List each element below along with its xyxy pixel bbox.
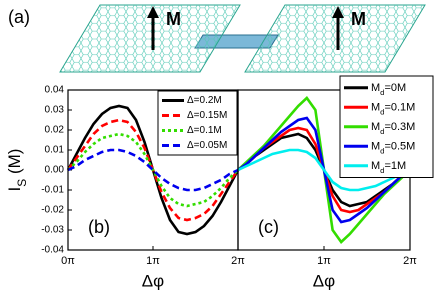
legend-label: Δ=0.05M (187, 140, 227, 151)
ferromagnet-left (59, 4, 241, 73)
x-tick-label: 2π (231, 255, 245, 267)
legend-label: Md=0.1M (371, 101, 415, 116)
chart-panel: 0.04 0.03 0.02 0.01 0.00 -0.01 -0.02 -0.03 -0.04… (5, 85, 245, 291)
magnet-label: M (166, 9, 181, 29)
data-line (67, 148, 239, 192)
panel-label: (c) (258, 217, 279, 237)
y-axis-label: IS (M) (5, 149, 29, 192)
x-tick-label: 2π (403, 255, 417, 267)
y-tick-label: 0.00 (45, 165, 65, 176)
diagram: (a) M M (8, 4, 426, 73)
y-tick-label: 0.02 (45, 125, 65, 136)
legend-label: Δ=0.15M (187, 110, 227, 121)
data-line (67, 132, 239, 208)
y-tick-label: -0.01 (41, 185, 64, 196)
y-tick-label: 0.01 (45, 145, 65, 156)
x-axis-label: Δφ (313, 271, 335, 290)
arrow-head (147, 6, 159, 18)
magnet-label: M (351, 9, 366, 29)
x-tick-label: 0π (61, 255, 75, 267)
legend-label: Md=1M (371, 160, 406, 175)
x-axis-label: Δφ (142, 271, 164, 290)
y-tick-label: -0.02 (41, 205, 64, 216)
legend-label: Md=0M (371, 82, 406, 97)
y-tick-label: -0.04 (41, 245, 64, 256)
y-tick-label: 0.04 (45, 85, 65, 96)
legend-label: Md=0.5M (371, 140, 415, 155)
legend-label: Δ=0.2M (187, 95, 222, 106)
data-line (237, 148, 411, 192)
y-tick-label: 0.03 (45, 105, 65, 116)
arrow-head (332, 6, 344, 18)
x-tick-label: 1π (317, 255, 331, 267)
legend-label: Md=0.3M (371, 121, 415, 136)
ferromagnet-right (244, 4, 426, 73)
panel-label: (a) (8, 7, 30, 27)
y-tick-label: -0.03 (41, 225, 64, 236)
legend-label: Δ=0.1M (187, 125, 222, 136)
x-tick-label: 1π (146, 255, 160, 267)
panel-label: (b) (88, 217, 110, 237)
chart-panel: 1π 2π (c) Δφ Md=0M Md=0.1M Md=0.3M Md=0.5M Md=1M (237, 75, 434, 290)
